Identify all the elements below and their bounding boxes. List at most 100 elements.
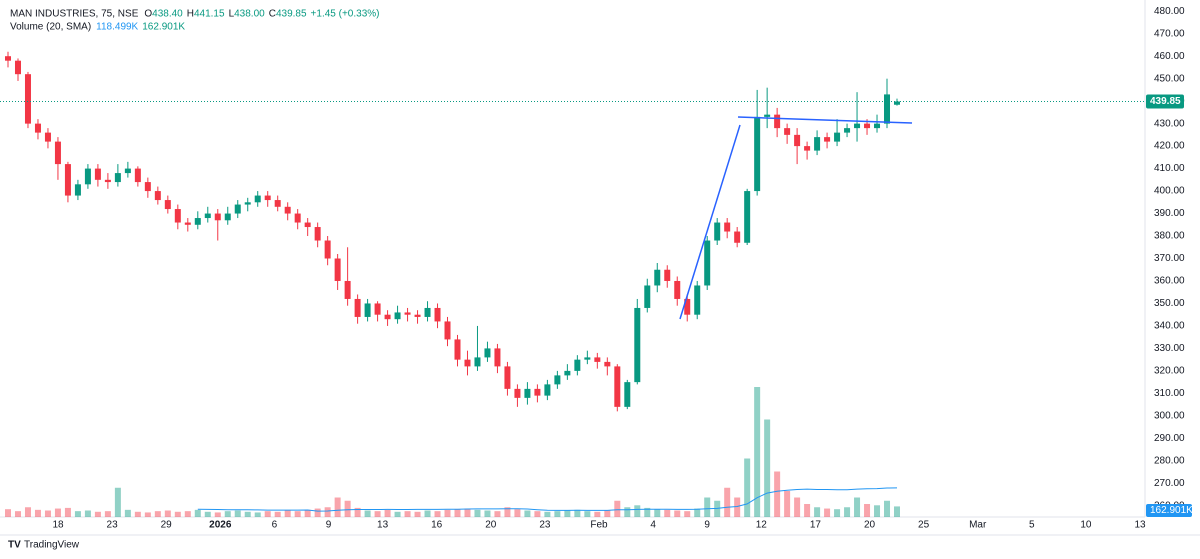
volume-bar bbox=[324, 507, 331, 517]
x-tick-label: 18 bbox=[52, 520, 64, 531]
x-tick-label: Feb bbox=[590, 520, 608, 531]
volume-bar bbox=[454, 509, 461, 517]
last-price-label: 439.85 bbox=[1150, 96, 1181, 107]
candle-body bbox=[434, 307, 441, 322]
ohlc-value: 439.85 bbox=[276, 9, 307, 20]
volume-bar bbox=[124, 509, 131, 517]
volume-bar bbox=[584, 511, 591, 517]
volume-bar bbox=[664, 509, 671, 517]
y-tick-label: 380.00 bbox=[1154, 231, 1185, 242]
brand-logo: TV bbox=[8, 540, 21, 551]
volume-last-box bbox=[1146, 504, 1192, 517]
volume-bar bbox=[154, 511, 161, 517]
volume-bar bbox=[164, 510, 171, 517]
candle-body bbox=[534, 388, 541, 396]
volume-bar bbox=[14, 511, 21, 517]
y-tick-label: 270.00 bbox=[1154, 478, 1185, 489]
candle-body bbox=[334, 258, 341, 281]
candle-body bbox=[134, 168, 141, 183]
volume-bar bbox=[724, 487, 731, 517]
brand: TV TradingView bbox=[8, 540, 80, 551]
y-tick-label: 470.00 bbox=[1154, 28, 1185, 39]
candle-body bbox=[104, 179, 111, 183]
volume-bar bbox=[94, 511, 101, 517]
volume-bar bbox=[514, 509, 521, 517]
volume-bar bbox=[424, 510, 431, 517]
volume-bar bbox=[84, 510, 91, 517]
candle-body bbox=[774, 114, 781, 129]
volume-bar bbox=[674, 510, 681, 517]
y-tick-label: 370.00 bbox=[1154, 253, 1185, 264]
candle-body bbox=[404, 312, 411, 315]
x-tick-label: 23 bbox=[539, 520, 551, 531]
candle-body bbox=[734, 231, 741, 243]
ohlc-value: 438.40 bbox=[152, 9, 183, 20]
volume-value: 118.499K bbox=[96, 22, 138, 33]
volume-bar bbox=[784, 491, 791, 517]
volume-bar bbox=[504, 507, 511, 517]
trend-line[interactable] bbox=[737, 116, 913, 124]
candle-body bbox=[894, 101, 900, 105]
volume-bar bbox=[834, 509, 841, 517]
candle-body bbox=[414, 314, 421, 317]
candle-body bbox=[704, 240, 711, 286]
volume-bar bbox=[134, 511, 141, 517]
volume-bar bbox=[464, 508, 471, 517]
candle-body bbox=[294, 213, 301, 223]
candle-body bbox=[504, 366, 511, 389]
volume-title: Volume (20, SMA) bbox=[10, 22, 91, 33]
trend-line[interactable] bbox=[679, 124, 741, 320]
volume-bar bbox=[494, 511, 501, 517]
volume-bar bbox=[484, 510, 491, 517]
y-tick-label: 360.00 bbox=[1154, 276, 1185, 287]
volume-bar bbox=[74, 511, 81, 517]
ohlc-value: 441.15 bbox=[194, 9, 225, 20]
y-tick-label: 460.00 bbox=[1154, 51, 1185, 62]
candle-body bbox=[764, 114, 771, 117]
candle-body bbox=[804, 146, 811, 151]
candle-body bbox=[274, 200, 281, 207]
volume-bar bbox=[294, 511, 301, 517]
candle-body bbox=[314, 227, 321, 241]
candle-body bbox=[644, 285, 651, 308]
x-tick-label: 6 bbox=[272, 520, 278, 531]
y-tick-label: 310.00 bbox=[1154, 388, 1185, 399]
volume-bar bbox=[334, 497, 341, 517]
volume-bar bbox=[104, 511, 111, 517]
candle-body bbox=[574, 359, 581, 371]
candle-body bbox=[114, 173, 121, 183]
volume-bar bbox=[254, 512, 261, 517]
candle-body bbox=[44, 132, 51, 142]
volume-bar bbox=[794, 497, 801, 517]
y-tick-label: 400.00 bbox=[1154, 186, 1185, 197]
volume-bar bbox=[544, 511, 551, 517]
volume-bar bbox=[704, 497, 711, 517]
last-price-box bbox=[1146, 94, 1184, 109]
candle-body bbox=[164, 200, 171, 210]
volume-bar bbox=[234, 510, 241, 517]
x-tick-label: 16 bbox=[431, 520, 443, 531]
candle-body bbox=[564, 370, 571, 376]
volume-bar bbox=[654, 509, 661, 517]
candle-body bbox=[54, 141, 61, 165]
volume-bar bbox=[824, 508, 831, 517]
x-tick-label: 5 bbox=[1029, 520, 1035, 531]
candle-body bbox=[374, 303, 381, 315]
volume-bar bbox=[614, 500, 621, 517]
volume-bar bbox=[144, 512, 151, 517]
volume-bar bbox=[244, 511, 251, 517]
candle-body bbox=[194, 218, 201, 225]
y-tick-label: 300.00 bbox=[1154, 410, 1185, 421]
x-tick-label: 9 bbox=[326, 520, 332, 531]
y-tick-label: 420.00 bbox=[1154, 141, 1185, 152]
candle-body bbox=[524, 388, 531, 398]
candle-body bbox=[344, 280, 351, 299]
candle-body bbox=[584, 357, 591, 360]
volume-bar bbox=[214, 512, 221, 517]
candle-body bbox=[354, 298, 361, 317]
volume-bar bbox=[854, 497, 861, 517]
candle-body bbox=[634, 307, 641, 383]
candle-body bbox=[864, 123, 871, 129]
candle-body bbox=[554, 375, 561, 385]
